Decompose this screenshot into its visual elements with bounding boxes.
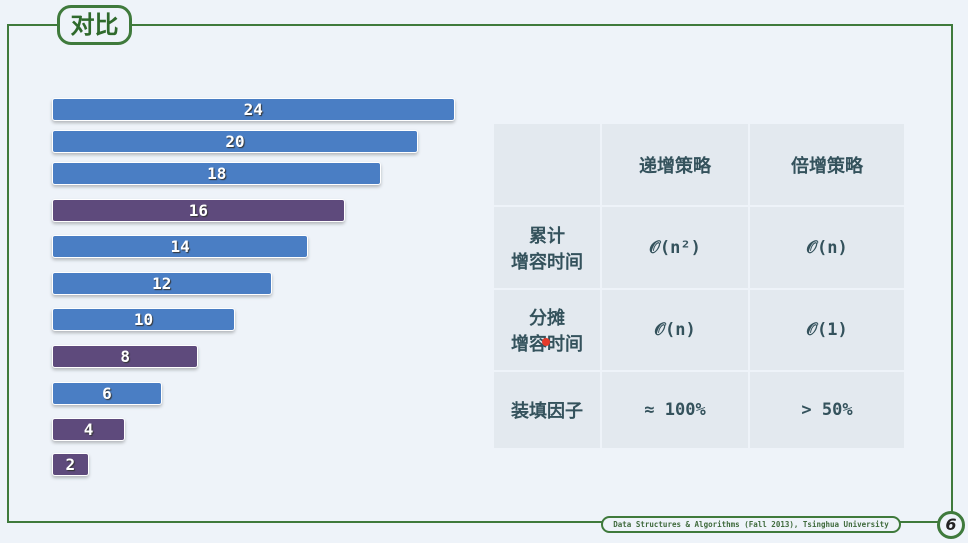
bar-16: 16 [52, 199, 345, 222]
bar-10: 10 [52, 308, 235, 331]
bar-14: 14 [52, 235, 309, 258]
table-header-doubling: 倍增策略 [748, 122, 906, 207]
cell-doubling: > 50% [748, 370, 906, 450]
cell-doubling: 𝒪(1) [748, 288, 906, 372]
cell-incremental: 𝒪(n) [600, 288, 750, 372]
row-label: 分摊增容时间 [492, 288, 602, 372]
bar-12: 12 [52, 272, 272, 295]
bar-18: 18 [52, 162, 382, 185]
footer-course: Data Structures & Algorithms (Fall 2013)… [601, 516, 901, 533]
slide-frame [7, 24, 953, 523]
bar-24: 24 [52, 98, 455, 121]
page-number: 6 [937, 511, 965, 539]
pointer-dot [542, 338, 550, 346]
table-row: 累计增容时间 𝒪(n²) 𝒪(n) [492, 205, 906, 290]
row-label-line2: 增容时间 [511, 251, 583, 273]
table-header-incremental: 递增策略 [600, 122, 750, 207]
table-row: 分摊增容时间 𝒪(n) 𝒪(1) [492, 288, 906, 372]
cell-doubling: 𝒪(n) [748, 205, 906, 290]
row-label-line1: 分摊 [529, 308, 565, 329]
table-header-row: 递增策略 倍增策略 [492, 122, 906, 207]
bar-2: 2 [52, 453, 89, 476]
cell-incremental: ≈ 100% [600, 370, 750, 450]
table-header-empty [492, 122, 602, 207]
cell-incremental: 𝒪(n²) [600, 205, 750, 290]
row-label: 累计 增容时间 [492, 205, 602, 290]
bar-8: 8 [52, 345, 199, 368]
bar-6: 6 [52, 382, 162, 405]
slide-title: 对比 [57, 5, 132, 45]
bar-20: 20 [52, 130, 418, 153]
row-label-line1: 累计 [529, 225, 565, 247]
row-label: 装填因子 [492, 370, 602, 450]
bar-4: 4 [52, 418, 126, 441]
table-row: 装填因子 ≈ 100% > 50% [492, 370, 906, 450]
